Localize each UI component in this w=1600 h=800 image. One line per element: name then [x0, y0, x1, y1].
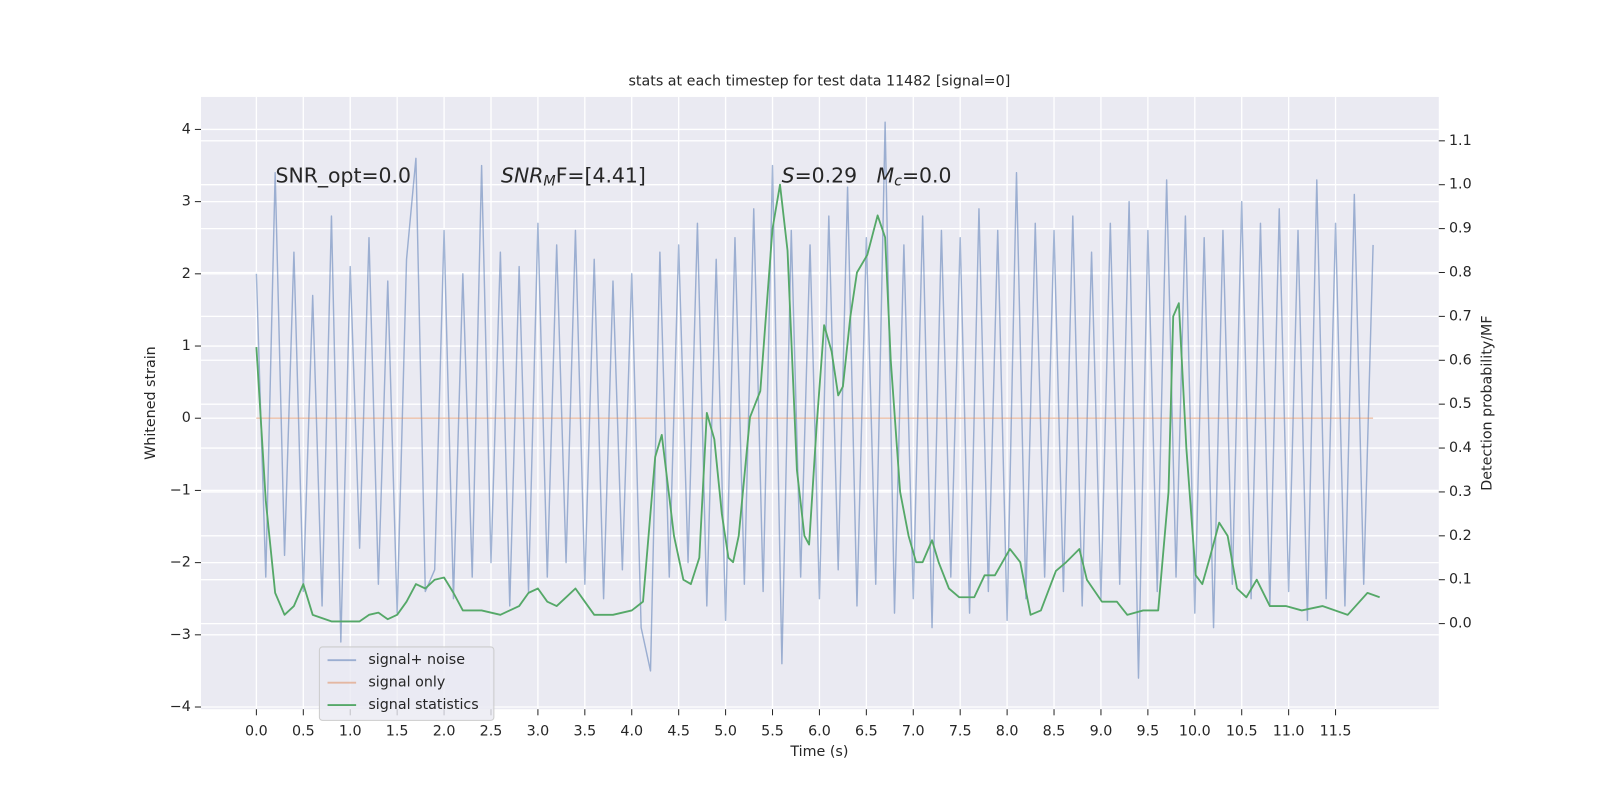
annotation-text: S: [782, 164, 795, 188]
series-line: [255, 183, 1380, 623]
annotation-after: F=[4.41]: [556, 164, 646, 188]
y2-tick-label: 0.6: [1449, 352, 1472, 368]
y2-tick-label: 1.0: [1449, 177, 1472, 193]
x-tick-label: 8.0: [996, 724, 1019, 740]
x-tick-label: 0.0: [245, 724, 268, 740]
x-tick-label: 1.5: [386, 724, 409, 740]
x-tick-label: 11.5: [1320, 724, 1352, 740]
y2-tick-label: 0.3: [1449, 484, 1472, 500]
x-tick-label: 1.0: [339, 724, 362, 740]
legend-label: signal statistics: [368, 697, 478, 713]
legend-box: [318, 646, 495, 721]
annotation-sub: c: [894, 174, 902, 190]
annotation-after: =0.29: [795, 164, 858, 188]
x-tick-label: 6.0: [808, 724, 831, 740]
x-tick-label: 10.5: [1226, 724, 1258, 740]
x-tick-label: 5.0: [714, 724, 737, 740]
legend-label: signal only: [368, 675, 445, 691]
y-tick-label: −4: [170, 699, 191, 715]
x-tick-label: 8.5: [1043, 724, 1066, 740]
x-tick-label: 10.0: [1179, 724, 1211, 740]
annotation-text: SNR_opt=0.0: [276, 164, 412, 189]
annotation: SNRMF=[4.41]: [501, 164, 646, 190]
x-tick-label: 5.5: [761, 724, 784, 740]
y-tick-label: 4: [182, 121, 191, 137]
y-tick-label: −3: [170, 627, 191, 643]
y2-tick-label: 0.7: [1449, 308, 1472, 324]
y2-tick-label: 1.1: [1449, 133, 1472, 149]
y-tick-label: −1: [170, 482, 191, 498]
x-tick-label: 2.0: [433, 724, 456, 740]
y2-tick-label: 0.5: [1449, 396, 1472, 412]
y2-tick-label: 0.0: [1449, 616, 1472, 632]
y2-tick-label: 0.8: [1449, 264, 1472, 280]
x-tick-label: 2.5: [480, 724, 503, 740]
annotation-text: M: [877, 164, 895, 188]
x-tick-label: 3.5: [573, 724, 596, 740]
y2-tick-label: 0.2: [1449, 528, 1472, 544]
x-tick-label: 11.0: [1273, 724, 1305, 740]
y2-tick-label: 0.4: [1449, 440, 1472, 456]
x-tick-label: 7.0: [902, 724, 925, 740]
chart-title: stats at each timestep for test data 114…: [628, 74, 1010, 90]
y2-tick-label: 0.9: [1449, 221, 1472, 237]
annotation: Mc=0.0: [877, 164, 952, 190]
x-tick-label: 0.5: [292, 724, 315, 740]
y-axis-label: Whitened strain: [143, 346, 159, 460]
annotation-after: =0.0: [902, 164, 952, 188]
x-tick-label: 9.5: [1137, 724, 1160, 740]
y-tick-label: 1: [182, 338, 191, 354]
x-tick-label: 9.0: [1090, 724, 1113, 740]
y2-tick-label: 0.1: [1449, 572, 1472, 588]
annotation: S=0.29: [782, 164, 857, 188]
x-axis-label: Time (s): [789, 744, 848, 760]
legend-label: signal+ noise: [368, 652, 465, 668]
y-tick-label: 0: [182, 410, 191, 426]
x-tick-label: 3.0: [527, 724, 550, 740]
y-tick-label: −2: [170, 555, 191, 571]
x-tick-label: 7.5: [949, 724, 972, 740]
annotation-sub: M: [543, 174, 555, 190]
annotation-text: SNR: [501, 164, 543, 188]
y-tick-label: 3: [182, 194, 191, 210]
y2-axis-label: Detection probability/MF: [1480, 315, 1496, 490]
series-line: [255, 121, 1374, 679]
x-tick-label: 6.5: [855, 724, 878, 740]
annotation: SNR_opt=0.0: [276, 164, 412, 189]
y-tick-label: 2: [182, 266, 191, 282]
x-tick-label: 4.5: [667, 724, 690, 740]
x-tick-label: 4.0: [620, 724, 643, 740]
